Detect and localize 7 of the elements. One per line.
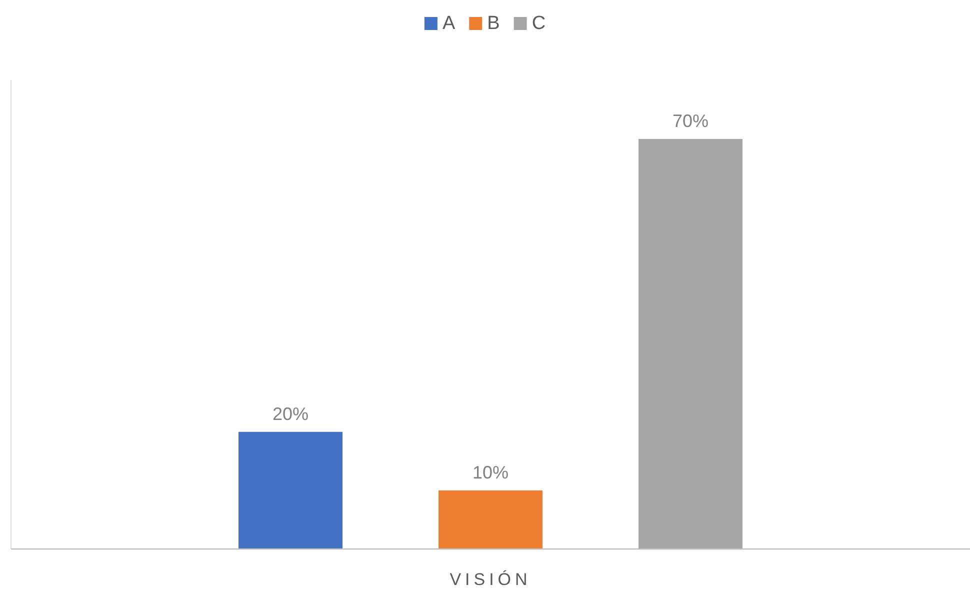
data-label: 70%: [672, 111, 709, 131]
x-axis-title: VISIÓN: [450, 570, 532, 589]
legend-label: A: [442, 13, 456, 34]
legend-label: C: [532, 13, 546, 34]
data-label: 10%: [472, 462, 509, 482]
legend-label: B: [487, 13, 500, 34]
data-label: 20%: [272, 404, 309, 424]
